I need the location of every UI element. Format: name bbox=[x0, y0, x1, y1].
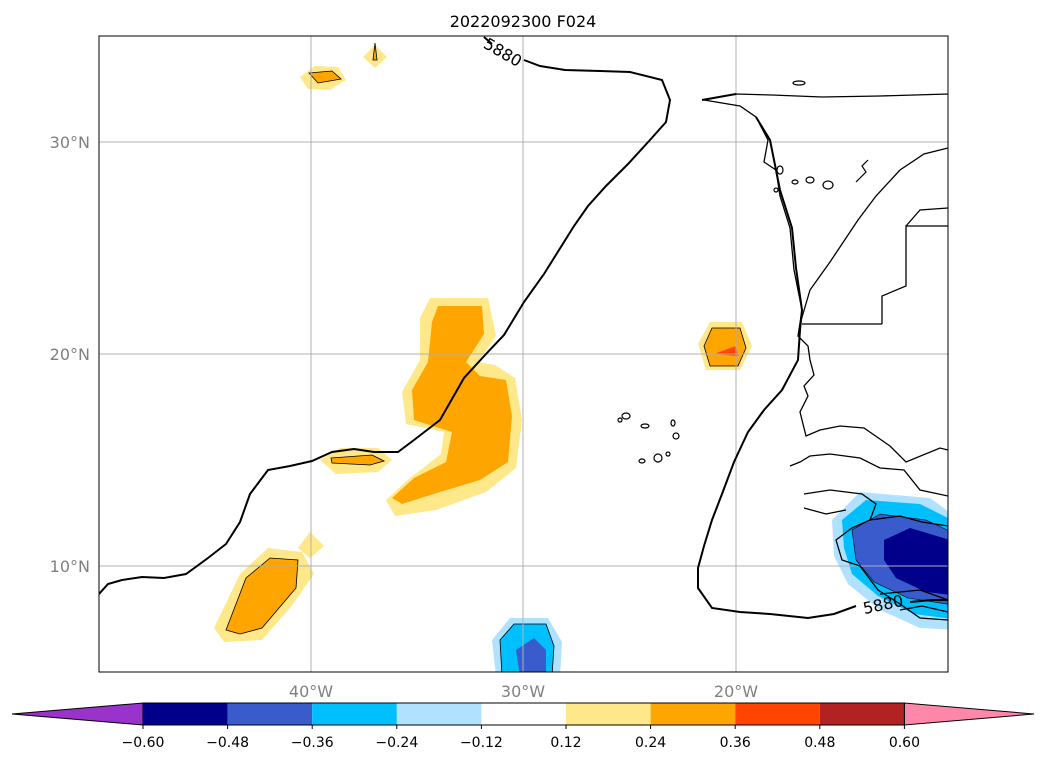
colorbar-segment bbox=[650, 703, 736, 725]
contour-5880-line-top bbox=[483, 36, 493, 45]
colorbar-extend-high bbox=[903, 702, 1035, 726]
island-madeira bbox=[792, 80, 806, 86]
colorbar-tick-label: 0.24 bbox=[635, 735, 666, 751]
colorbar-segment bbox=[312, 703, 397, 725]
border-senegal bbox=[789, 453, 948, 497]
lat-tick-label: 10°N bbox=[50, 557, 90, 576]
island-cv-8 bbox=[617, 417, 623, 423]
anomaly-core-small bbox=[372, 42, 378, 61]
colorbar-segment bbox=[227, 703, 313, 725]
island-cv-5 bbox=[638, 458, 646, 464]
lon-tick-label: 20°W bbox=[714, 682, 758, 701]
anomaly-core-east bbox=[703, 327, 747, 367]
border-mauritania bbox=[881, 225, 948, 324]
contour-5880-line-east-end bbox=[909, 599, 948, 603]
lat-tick-label: 20°N bbox=[50, 345, 90, 364]
colorbar-tick-label: −0.12 bbox=[460, 735, 503, 751]
colorbar-segment bbox=[396, 703, 482, 725]
island-canary-5 bbox=[855, 159, 869, 183]
longitude-ticks: 40°W 30°W 20°W bbox=[289, 682, 758, 701]
island-cv-6 bbox=[653, 453, 663, 463]
lon-tick-label: 30°W bbox=[501, 682, 545, 701]
island-canary-2 bbox=[791, 179, 799, 185]
colorbar-frame bbox=[142, 702, 905, 726]
anomaly-core-west bbox=[330, 454, 386, 466]
latitude-ticks: 30°N 20°N 10°N bbox=[50, 133, 90, 576]
border-north bbox=[799, 147, 948, 325]
colorbar-segment bbox=[481, 703, 566, 725]
colorbar-tick-label: −0.60 bbox=[122, 735, 165, 751]
island-cv-2 bbox=[640, 423, 650, 429]
colorbar-tick-label: 0.12 bbox=[550, 735, 581, 751]
map-frame bbox=[98, 35, 949, 673]
coast-west-africa bbox=[803, 489, 948, 621]
colorbar-tick-label: 0.60 bbox=[889, 735, 920, 751]
contour-5880-line-east-top bbox=[701, 93, 737, 101]
island-cv-1 bbox=[621, 412, 631, 420]
islands bbox=[617, 80, 869, 464]
contour-5880-line-west bbox=[99, 59, 672, 595]
colorbar-tick-label: −0.24 bbox=[375, 735, 418, 751]
island-canary-3 bbox=[805, 176, 815, 184]
island-cv-4 bbox=[672, 432, 680, 440]
negative-core-east bbox=[884, 528, 948, 595]
map-panel: 5880 5880 bbox=[98, 34, 949, 673]
lat-tick-label: 30°N bbox=[50, 133, 90, 152]
anomaly-core-north bbox=[308, 70, 342, 84]
colorbar-segment bbox=[819, 703, 905, 725]
border-gambia bbox=[803, 507, 847, 515]
lon-tick-label: 40°W bbox=[289, 682, 333, 701]
border-liberia bbox=[879, 589, 948, 601]
colorbar-segment bbox=[566, 703, 651, 725]
colorbar-tick-label: −0.36 bbox=[291, 735, 334, 751]
colorbar-segment bbox=[143, 703, 228, 725]
island-cv-7 bbox=[665, 451, 671, 457]
border-coast bbox=[899, 605, 948, 613]
island-canary-4 bbox=[822, 180, 834, 190]
contour-5880 bbox=[99, 36, 948, 620]
anomaly-core-central bbox=[392, 306, 512, 504]
anomaly-core-southwest bbox=[225, 557, 299, 635]
colorbar-tick-label: −0.48 bbox=[206, 735, 249, 751]
island-cv-3 bbox=[670, 419, 676, 427]
figure-title: 2022092300 F024 bbox=[450, 12, 597, 31]
border-guinea bbox=[869, 515, 948, 527]
gridlines bbox=[99, 36, 948, 672]
colorbar-tick-label: 0.36 bbox=[720, 735, 751, 751]
border-algeria bbox=[905, 207, 948, 227]
contour-5880-line-east bbox=[697, 116, 857, 620]
colorbar: −0.60 −0.48 −0.36 −0.24 −0.12 0.12 0.24 0.36 0.4… bbox=[11, 702, 1035, 751]
negative-anomaly-shading bbox=[492, 492, 948, 672]
island-canary-6 bbox=[773, 187, 779, 193]
colorbar-segment bbox=[735, 703, 820, 725]
colorbar-extend-low bbox=[11, 702, 144, 726]
colorbar-tick-label: 0.48 bbox=[804, 735, 835, 751]
